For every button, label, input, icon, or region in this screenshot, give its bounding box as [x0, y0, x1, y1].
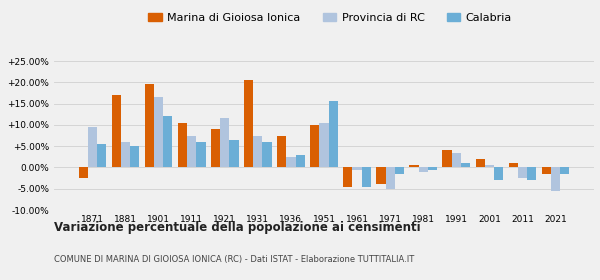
Text: Variazione percentuale della popolazione ai censimenti: Variazione percentuale della popolazione… [54, 221, 421, 234]
Bar [253, 136, 262, 167]
Bar [145, 85, 154, 167]
Bar [386, 167, 395, 189]
Bar [163, 116, 172, 167]
Bar [244, 80, 253, 167]
Bar [329, 101, 338, 167]
Bar [121, 142, 130, 167]
Bar [319, 123, 329, 167]
Bar [277, 136, 286, 167]
Bar [286, 157, 296, 167]
Bar [97, 144, 106, 167]
Bar [343, 167, 352, 186]
Bar [551, 167, 560, 191]
Bar [494, 167, 503, 180]
Bar [452, 153, 461, 167]
Bar [560, 167, 569, 174]
Bar [476, 159, 485, 167]
Bar [296, 155, 305, 167]
Bar [461, 163, 470, 167]
Bar [211, 129, 220, 167]
Bar [310, 125, 319, 167]
Bar [419, 167, 428, 172]
Legend: Marina di Gioiosa Ionica, Provincia di RC, Calabria: Marina di Gioiosa Ionica, Provincia di R… [144, 8, 516, 27]
Bar [509, 163, 518, 167]
Bar [130, 146, 139, 167]
Bar [527, 167, 536, 180]
Bar [196, 142, 206, 167]
Bar [220, 118, 229, 167]
Bar [79, 167, 88, 178]
Bar [542, 167, 551, 174]
Bar [376, 167, 386, 185]
Bar [409, 165, 419, 167]
Bar [518, 167, 527, 178]
Bar [395, 167, 404, 174]
Bar [229, 140, 239, 167]
Bar [112, 95, 121, 167]
Bar [352, 167, 362, 170]
Bar [362, 167, 371, 186]
Bar [187, 136, 196, 167]
Bar [88, 127, 97, 167]
Bar [442, 150, 452, 167]
Bar [178, 123, 187, 167]
Bar [262, 142, 272, 167]
Text: COMUNE DI MARINA DI GIOIOSA IONICA (RC) - Dati ISTAT - Elaborazione TUTTITALIA.I: COMUNE DI MARINA DI GIOIOSA IONICA (RC) … [54, 255, 414, 264]
Bar [485, 165, 494, 167]
Bar [154, 97, 163, 167]
Bar [428, 167, 437, 170]
